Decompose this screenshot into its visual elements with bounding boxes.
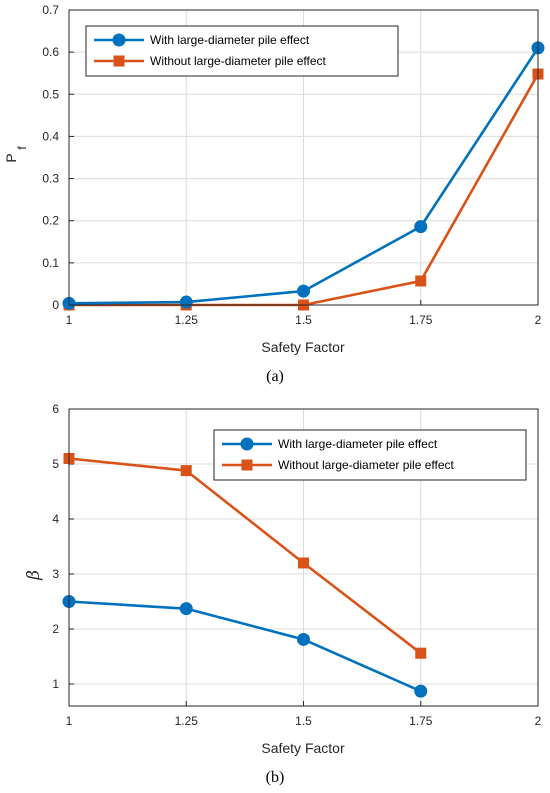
- panel-a-caption: (a): [266, 368, 284, 385]
- y-tick-label: 4: [52, 512, 59, 526]
- panel-b-axes-box: [68, 408, 539, 707]
- x-tick-label: 2: [535, 714, 542, 728]
- panel-b-caption: (b): [266, 769, 285, 786]
- y-tick-label: 0.7: [42, 3, 59, 17]
- y-tick-label: 5: [52, 457, 59, 471]
- x-tick-label: 1.25: [175, 313, 199, 327]
- y-tick-label: 0: [52, 298, 59, 312]
- y-tick-label: 0.3: [42, 172, 59, 186]
- panel-a-chart: 1 1.25 1.5 1.75 2 0 0.1 0.2 0.3 0.4 0.5 0.6 0.7 With…: [3, 3, 545, 385]
- y-tick-label: 0.4: [42, 129, 59, 143]
- data-point-circle: [414, 684, 428, 698]
- legend-marker-square: [113, 55, 125, 67]
- x-tick-label: 1.75: [409, 313, 433, 327]
- x-tick-label: 1: [66, 313, 73, 327]
- x-tick-label: 1.25: [175, 714, 199, 728]
- data-point-circle: [179, 295, 193, 309]
- data-point-square: [415, 647, 427, 659]
- legend-entry-label: Without large-diameter pile effect: [150, 54, 327, 68]
- y-tick-label: 0.1: [42, 256, 59, 270]
- x-tick-label: 1: [66, 714, 73, 728]
- y-tick-label: 0.2: [42, 214, 59, 228]
- data-point-square: [180, 465, 192, 477]
- panel-a-xlabel: Safety Factor: [261, 339, 345, 355]
- data-point-circle: [179, 602, 193, 616]
- series-line: [68, 457, 422, 655]
- panel-a-ylabel-subscript: f: [15, 146, 29, 150]
- panel-a-ticks: 1 1.25 1.5 1.75 2 0 0.1 0.2 0.3 0.4 0.5 0.6 0.7: [42, 3, 541, 327]
- data-point-square: [298, 557, 309, 569]
- legend-marker-circle: [112, 33, 126, 47]
- x-tick-label: 1.5: [295, 313, 312, 327]
- panel-b-xlabel: Safety Factor: [261, 740, 345, 756]
- y-tick-label: 2: [52, 622, 59, 636]
- x-tick-label: 2: [535, 313, 542, 327]
- legend-marker-circle: [240, 437, 254, 451]
- panel-a-ylabel: P: [3, 153, 19, 162]
- panel-b-chart: 1 1.25 1.5 1.75 2 1 2 3 4 5 6 With large-diameter …: [24, 402, 542, 786]
- x-tick-label: 1.75: [409, 714, 433, 728]
- panel-b-ticks: 1 1.25 1.5 1.75 2 1 2 3 4 5 6: [52, 402, 541, 728]
- legend-entry-label: With large-diameter pile effect: [150, 33, 310, 47]
- data-point-circle: [414, 220, 428, 234]
- legend-marker-square: [241, 459, 253, 471]
- y-tick-label: 3: [52, 567, 59, 581]
- x-tick-label: 1.5: [295, 714, 312, 728]
- data-point-square: [415, 275, 427, 287]
- y-tick-label: 1: [52, 677, 59, 691]
- y-tick-label: 6: [52, 402, 59, 416]
- panel-b-ylabel: β: [24, 570, 44, 581]
- legend-entry-label: Without large-diameter pile effect: [278, 458, 455, 472]
- y-tick-label: 0.6: [42, 45, 59, 59]
- legend-entry-label: With large-diameter pile effect: [278, 437, 438, 451]
- series-line: [68, 600, 422, 693]
- panel-b-legend: With large-diameter pile effect Without l…: [213, 429, 527, 481]
- panel-a-axes-box: [68, 9, 539, 306]
- data-point-circle: [297, 632, 310, 646]
- panel-a-legend: With large-diameter pile effect Without l…: [85, 25, 399, 77]
- data-point-circle: [297, 284, 310, 298]
- y-tick-label: 0.5: [42, 87, 59, 101]
- legend-box: [85, 25, 399, 77]
- legend-box: [213, 429, 527, 481]
